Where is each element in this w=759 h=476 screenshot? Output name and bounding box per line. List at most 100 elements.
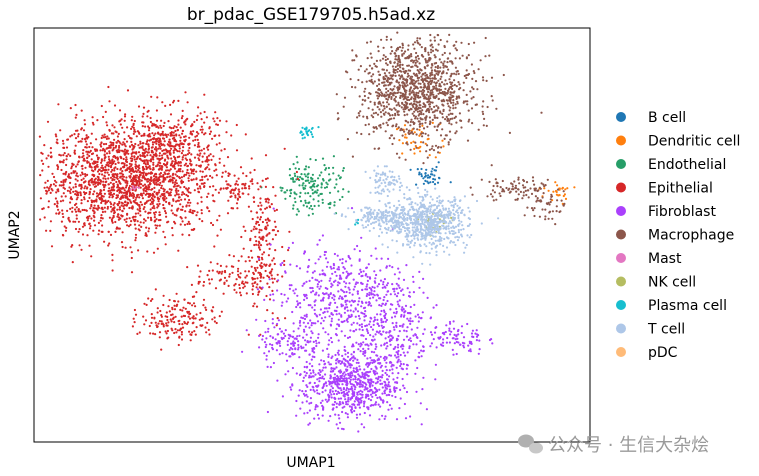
data-point	[378, 304, 381, 307]
data-point	[235, 180, 238, 183]
data-point	[89, 142, 92, 145]
data-point	[451, 81, 454, 84]
data-point	[374, 277, 377, 280]
data-point	[419, 339, 422, 343]
data-point	[247, 256, 250, 259]
data-point	[247, 270, 250, 273]
data-point	[182, 306, 185, 309]
data-point	[173, 136, 176, 139]
data-point	[380, 257, 383, 260]
data-point	[436, 109, 439, 112]
data-point	[226, 212, 230, 215]
data-point	[408, 345, 411, 348]
data-point	[356, 358, 359, 361]
data-point	[51, 189, 54, 192]
data-point	[59, 154, 63, 157]
data-point	[129, 246, 132, 249]
data-point	[298, 302, 302, 305]
data-point	[418, 134, 421, 137]
data-point	[336, 284, 339, 287]
data-point	[404, 133, 407, 136]
data-point	[93, 190, 96, 193]
data-point	[70, 172, 73, 175]
data-point	[100, 194, 103, 197]
data-point	[119, 123, 122, 126]
data-point	[374, 365, 377, 368]
data-point	[370, 350, 373, 353]
data-point	[354, 370, 358, 374]
data-point	[272, 207, 275, 210]
data-point	[422, 177, 425, 180]
data-point	[343, 377, 346, 380]
data-point	[435, 346, 438, 349]
data-point	[362, 334, 365, 337]
data-point	[392, 378, 395, 381]
data-point	[140, 183, 143, 186]
data-point	[413, 93, 416, 96]
data-point	[382, 280, 385, 284]
data-point	[259, 201, 262, 204]
data-point	[177, 343, 180, 347]
data-point	[132, 122, 135, 125]
data-point	[387, 393, 390, 396]
data-point	[298, 267, 302, 270]
data-point	[105, 147, 108, 150]
data-point	[43, 144, 46, 147]
data-point	[186, 266, 189, 269]
data-point	[132, 132, 135, 135]
data-point	[136, 180, 139, 183]
data-point	[100, 136, 103, 140]
data-point	[140, 179, 143, 182]
data-point	[69, 135, 72, 138]
data-point	[304, 175, 307, 178]
data-point	[327, 380, 330, 383]
data-point	[132, 200, 135, 203]
data-point	[113, 206, 116, 210]
data-point	[260, 266, 263, 270]
data-point	[165, 215, 168, 218]
data-point	[154, 321, 157, 324]
data-point	[301, 178, 304, 181]
data-point	[320, 377, 324, 380]
data-point	[382, 400, 385, 403]
data-point	[329, 277, 332, 280]
data-point	[158, 168, 161, 171]
data-point	[276, 333, 279, 336]
data-point	[129, 223, 132, 226]
data-point	[347, 362, 350, 365]
data-point	[336, 306, 339, 309]
data-point	[386, 124, 389, 127]
data-point	[564, 188, 567, 191]
data-point	[356, 281, 359, 284]
data-point	[147, 230, 150, 233]
data-point	[95, 195, 99, 198]
data-point	[345, 389, 348, 392]
data-point	[356, 368, 359, 371]
data-point	[369, 52, 372, 55]
data-point	[307, 304, 310, 307]
data-point	[313, 355, 316, 359]
data-point	[74, 165, 78, 168]
data-point	[330, 341, 334, 344]
data-point	[230, 134, 233, 137]
data-point	[335, 406, 338, 409]
data-point	[390, 407, 393, 410]
data-point	[100, 201, 103, 204]
data-point	[102, 143, 106, 146]
data-point	[363, 426, 366, 429]
data-point	[189, 312, 192, 315]
data-point	[131, 180, 134, 183]
data-point	[351, 374, 354, 377]
data-point	[267, 350, 271, 353]
data-point	[334, 389, 337, 392]
data-point	[156, 224, 159, 227]
data-point	[200, 209, 203, 212]
data-point	[370, 114, 373, 117]
data-point	[328, 279, 331, 282]
data-point	[396, 300, 399, 303]
data-point	[264, 154, 268, 157]
data-point	[320, 317, 323, 320]
data-point	[362, 350, 365, 353]
data-point	[413, 152, 416, 155]
data-point	[148, 126, 151, 130]
